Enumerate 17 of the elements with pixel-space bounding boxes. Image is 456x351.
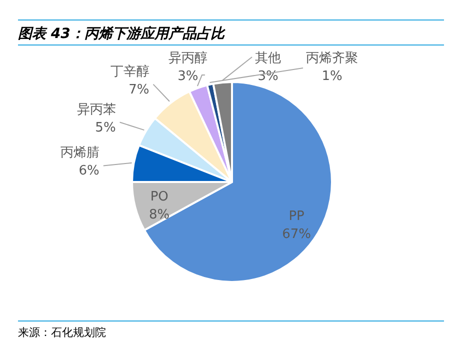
data-label: 1% bbox=[322, 69, 342, 84]
slice-label: 异丙醇 bbox=[168, 51, 208, 66]
chart-title: 图表 43：丙烯下游应用产品占比 bbox=[18, 25, 226, 42]
slice-label: 丙烯腈 bbox=[60, 146, 100, 161]
data-label: 3% bbox=[178, 69, 198, 84]
data-label: 7% bbox=[128, 82, 150, 98]
slice-label: PO bbox=[150, 190, 168, 205]
slice-label: 其他 bbox=[255, 51, 281, 66]
slice-label: 异丙苯 bbox=[76, 102, 116, 118]
slice-label: 丙烯齐聚 bbox=[306, 51, 358, 66]
source-note: 来源：石化规划院 bbox=[18, 326, 106, 339]
data-label: 8% bbox=[149, 208, 170, 223]
data-label: 67% bbox=[282, 227, 312, 242]
slice-label: 丁辛醇 bbox=[110, 64, 150, 80]
slice-label: PP bbox=[288, 209, 305, 224]
data-label: 6% bbox=[78, 164, 100, 179]
data-label: 5% bbox=[95, 120, 116, 136]
